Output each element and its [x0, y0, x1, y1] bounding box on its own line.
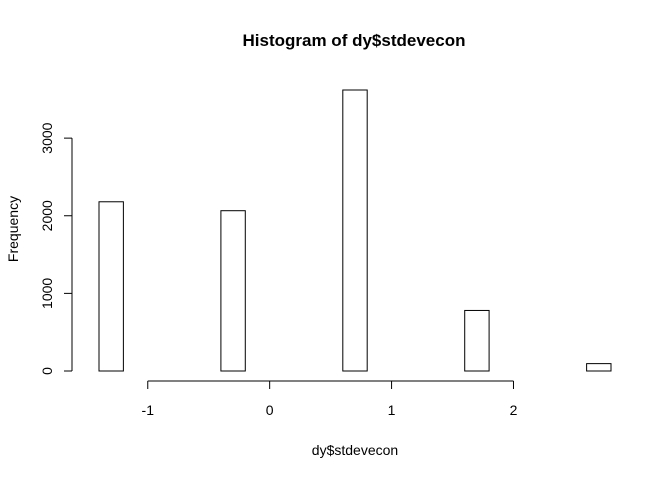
histogram-bar — [464, 309, 490, 372]
y-tick-label: 2000 — [39, 200, 55, 231]
x-tick-label: 1 — [388, 402, 396, 418]
y-tick-label: 0 — [39, 367, 55, 375]
histogram-bar — [342, 89, 368, 372]
x-tick-label: 0 — [266, 402, 274, 418]
y-axis-label: Frequency — [5, 196, 21, 262]
x-tick-label: 2 — [510, 402, 518, 418]
y-axis: 0 1000 2000 3000 — [39, 122, 73, 375]
x-tick-label: -1 — [142, 402, 155, 418]
x-axis-label: dy$stdevecon — [312, 442, 398, 458]
x-axis: -1 0 1 2 — [142, 380, 518, 418]
histogram-bar — [586, 363, 612, 372]
histogram-bars — [98, 89, 612, 372]
histogram-bar — [220, 210, 246, 372]
y-tick-label: 1000 — [39, 278, 55, 309]
chart-title: Histogram of dy$stdevecon — [243, 31, 466, 50]
histogram-bar — [98, 201, 124, 372]
y-tick-label: 3000 — [39, 122, 55, 153]
